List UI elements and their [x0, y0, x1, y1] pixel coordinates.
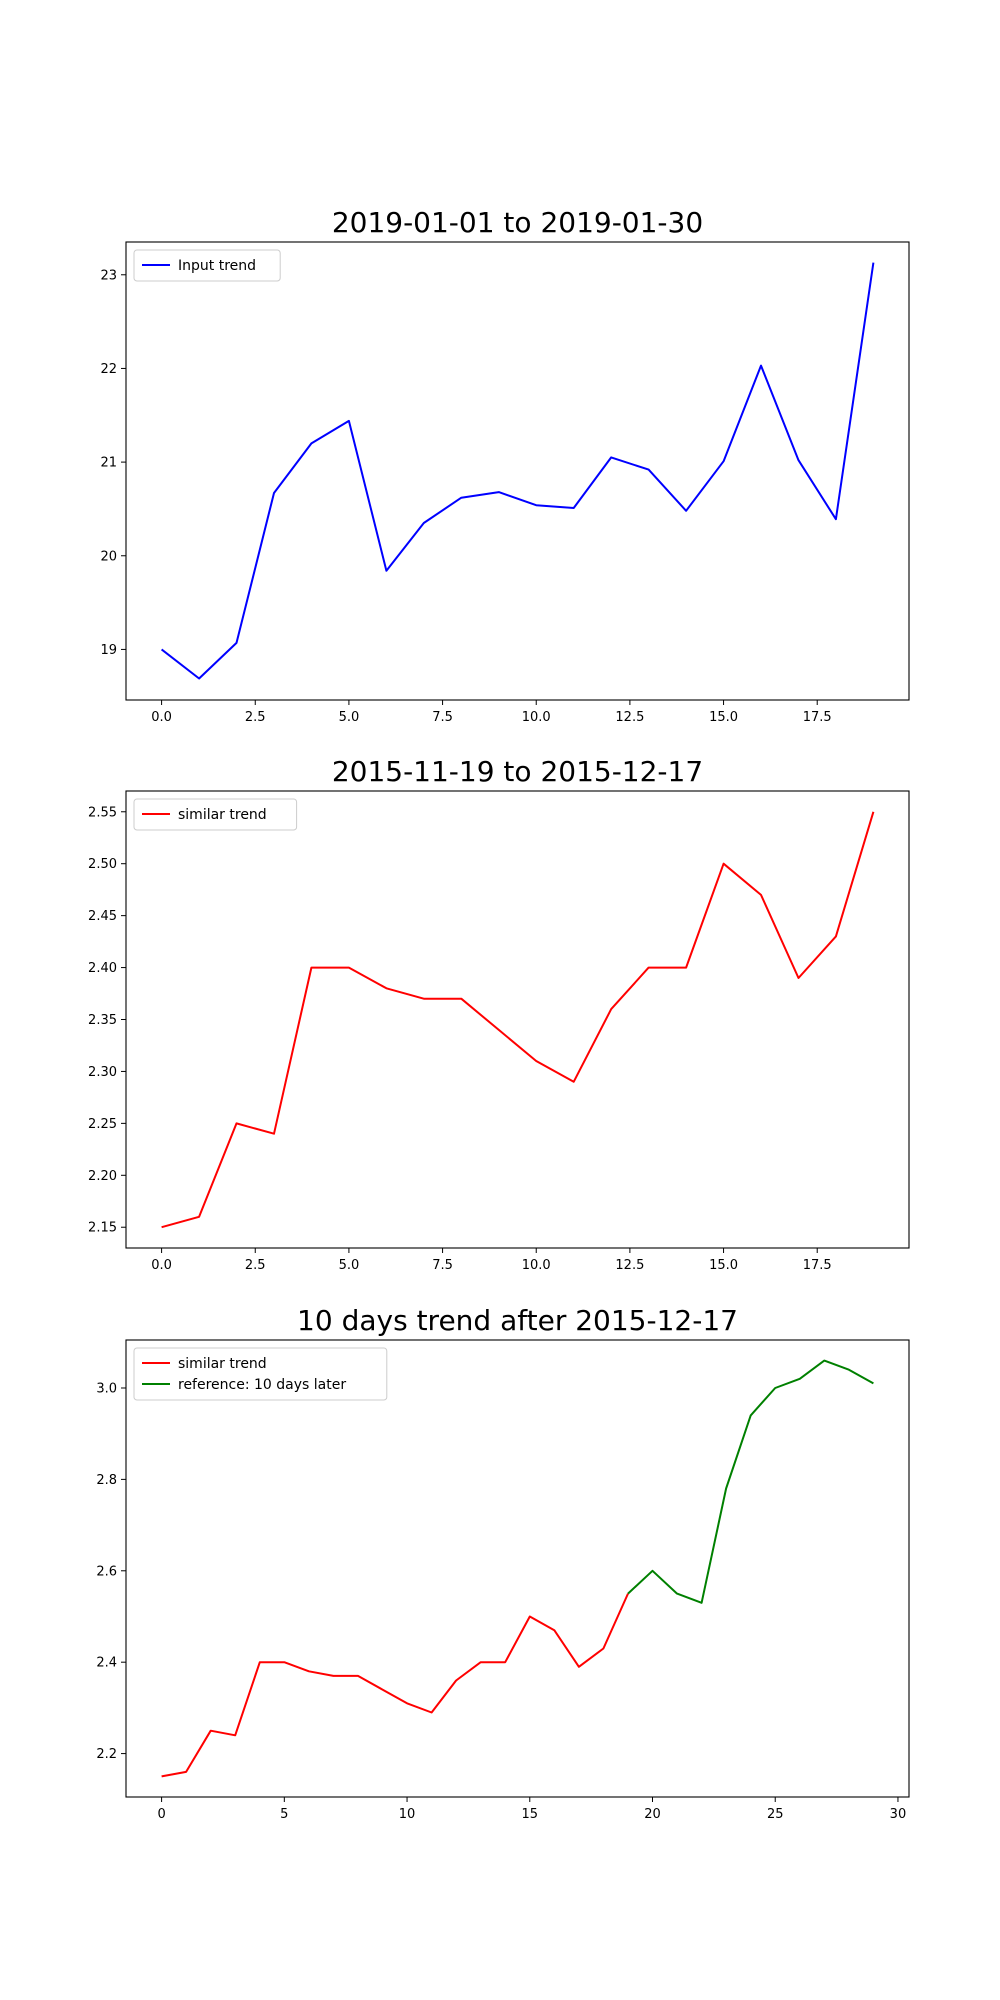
y-tick-label: 2.55 — [88, 805, 117, 820]
x-tick-label: 5.0 — [339, 1258, 360, 1273]
x-tick-label: 7.5 — [432, 710, 453, 725]
x-tick-label: 0.0 — [151, 1258, 172, 1273]
chart-panel-2: 2015-11-19 to 2015-12-17 0.0 2.5 5.0 7.5 10.0… — [88, 755, 910, 1273]
legend-label: reference: 10 days later — [178, 1377, 346, 1393]
legend: similar trend reference: 10 days later — [133, 1347, 388, 1401]
chart-title: 2015-11-19 to 2015-12-17 — [332, 755, 703, 788]
y-tick-label: 2.30 — [88, 1065, 117, 1080]
legend: similar trend — [133, 798, 298, 831]
x-tick-label: 10.0 — [522, 710, 551, 725]
y-tick-label: 23 — [100, 268, 117, 283]
legend-box — [133, 1347, 388, 1401]
y-tick-label: 2.4 — [96, 1656, 117, 1671]
legend: Input trend — [133, 249, 281, 282]
series-line-1 — [160, 262, 875, 680]
y-tick-label: 20 — [100, 549, 117, 564]
y-tick-label: 22 — [100, 362, 117, 377]
x-tick-label: 5.0 — [339, 710, 360, 725]
y-tick-label: 3.0 — [96, 1381, 117, 1396]
x-tick-label: 12.5 — [615, 710, 644, 725]
legend-box — [133, 249, 281, 282]
x-tick-label: 30 — [890, 1807, 907, 1822]
x-tick-label: 12.5 — [615, 1258, 644, 1273]
y-tick-label: 2.8 — [96, 1473, 117, 1488]
series-line-1 — [161, 1593, 629, 1778]
series-line-2 — [627, 1359, 874, 1604]
legend-label: similar trend — [178, 1356, 267, 1372]
y-tick-label: 2.15 — [88, 1221, 117, 1236]
y-tick-label: 2.6 — [96, 1564, 117, 1579]
plot-frame — [125, 241, 910, 701]
x-tick-label: 15 — [521, 1807, 538, 1822]
x-tick-label: 10.0 — [522, 1258, 551, 1273]
y-tick-label: 2.2 — [96, 1747, 117, 1762]
x-tick-label: 17.5 — [803, 710, 832, 725]
y-tick-label: 21 — [100, 456, 117, 471]
x-tick-label: 0.0 — [151, 710, 172, 725]
x-tick-label: 17.5 — [803, 1258, 832, 1273]
x-tick-label: 15.0 — [709, 1258, 738, 1273]
plot-frame — [125, 790, 910, 1249]
chart-title: 2019-01-01 to 2019-01-30 — [332, 206, 703, 239]
y-tick-label: 2.25 — [88, 1117, 117, 1132]
x-tick-label: 2.5 — [245, 710, 266, 725]
chart-title: 10 days trend after 2015-12-17 — [297, 1304, 738, 1337]
chart-panel-3: 10 days trend after 2015-12-17 0 5 10 15 20 25… — [96, 1304, 910, 1822]
x-tick-label: 5 — [280, 1807, 288, 1822]
legend-label: similar trend — [178, 807, 267, 823]
legend-box — [133, 798, 298, 831]
x-tick-label: 15.0 — [709, 710, 738, 725]
y-tick-label: 19 — [100, 643, 117, 658]
x-tick-label: 0 — [157, 1807, 165, 1822]
x-tick-label: 10 — [399, 1807, 416, 1822]
chart-panel-1: 2019-01-01 to 2019-01-30 0.0 2.5 5.0 7.5 10.0… — [100, 206, 910, 725]
y-tick-label: 2.40 — [88, 961, 117, 976]
x-tick-label: 7.5 — [432, 1258, 453, 1273]
y-tick-label: 2.45 — [88, 909, 117, 924]
y-tick-label: 2.50 — [88, 857, 117, 872]
series-line-1 — [161, 811, 875, 1229]
x-tick-label: 25 — [767, 1807, 784, 1822]
y-tick-label: 2.35 — [88, 1013, 117, 1028]
legend-label: Input trend — [178, 258, 256, 274]
y-tick-label: 2.20 — [88, 1169, 117, 1184]
plot-frame — [125, 1339, 910, 1798]
x-tick-label: 2.5 — [245, 1258, 266, 1273]
x-tick-label: 20 — [644, 1807, 661, 1822]
